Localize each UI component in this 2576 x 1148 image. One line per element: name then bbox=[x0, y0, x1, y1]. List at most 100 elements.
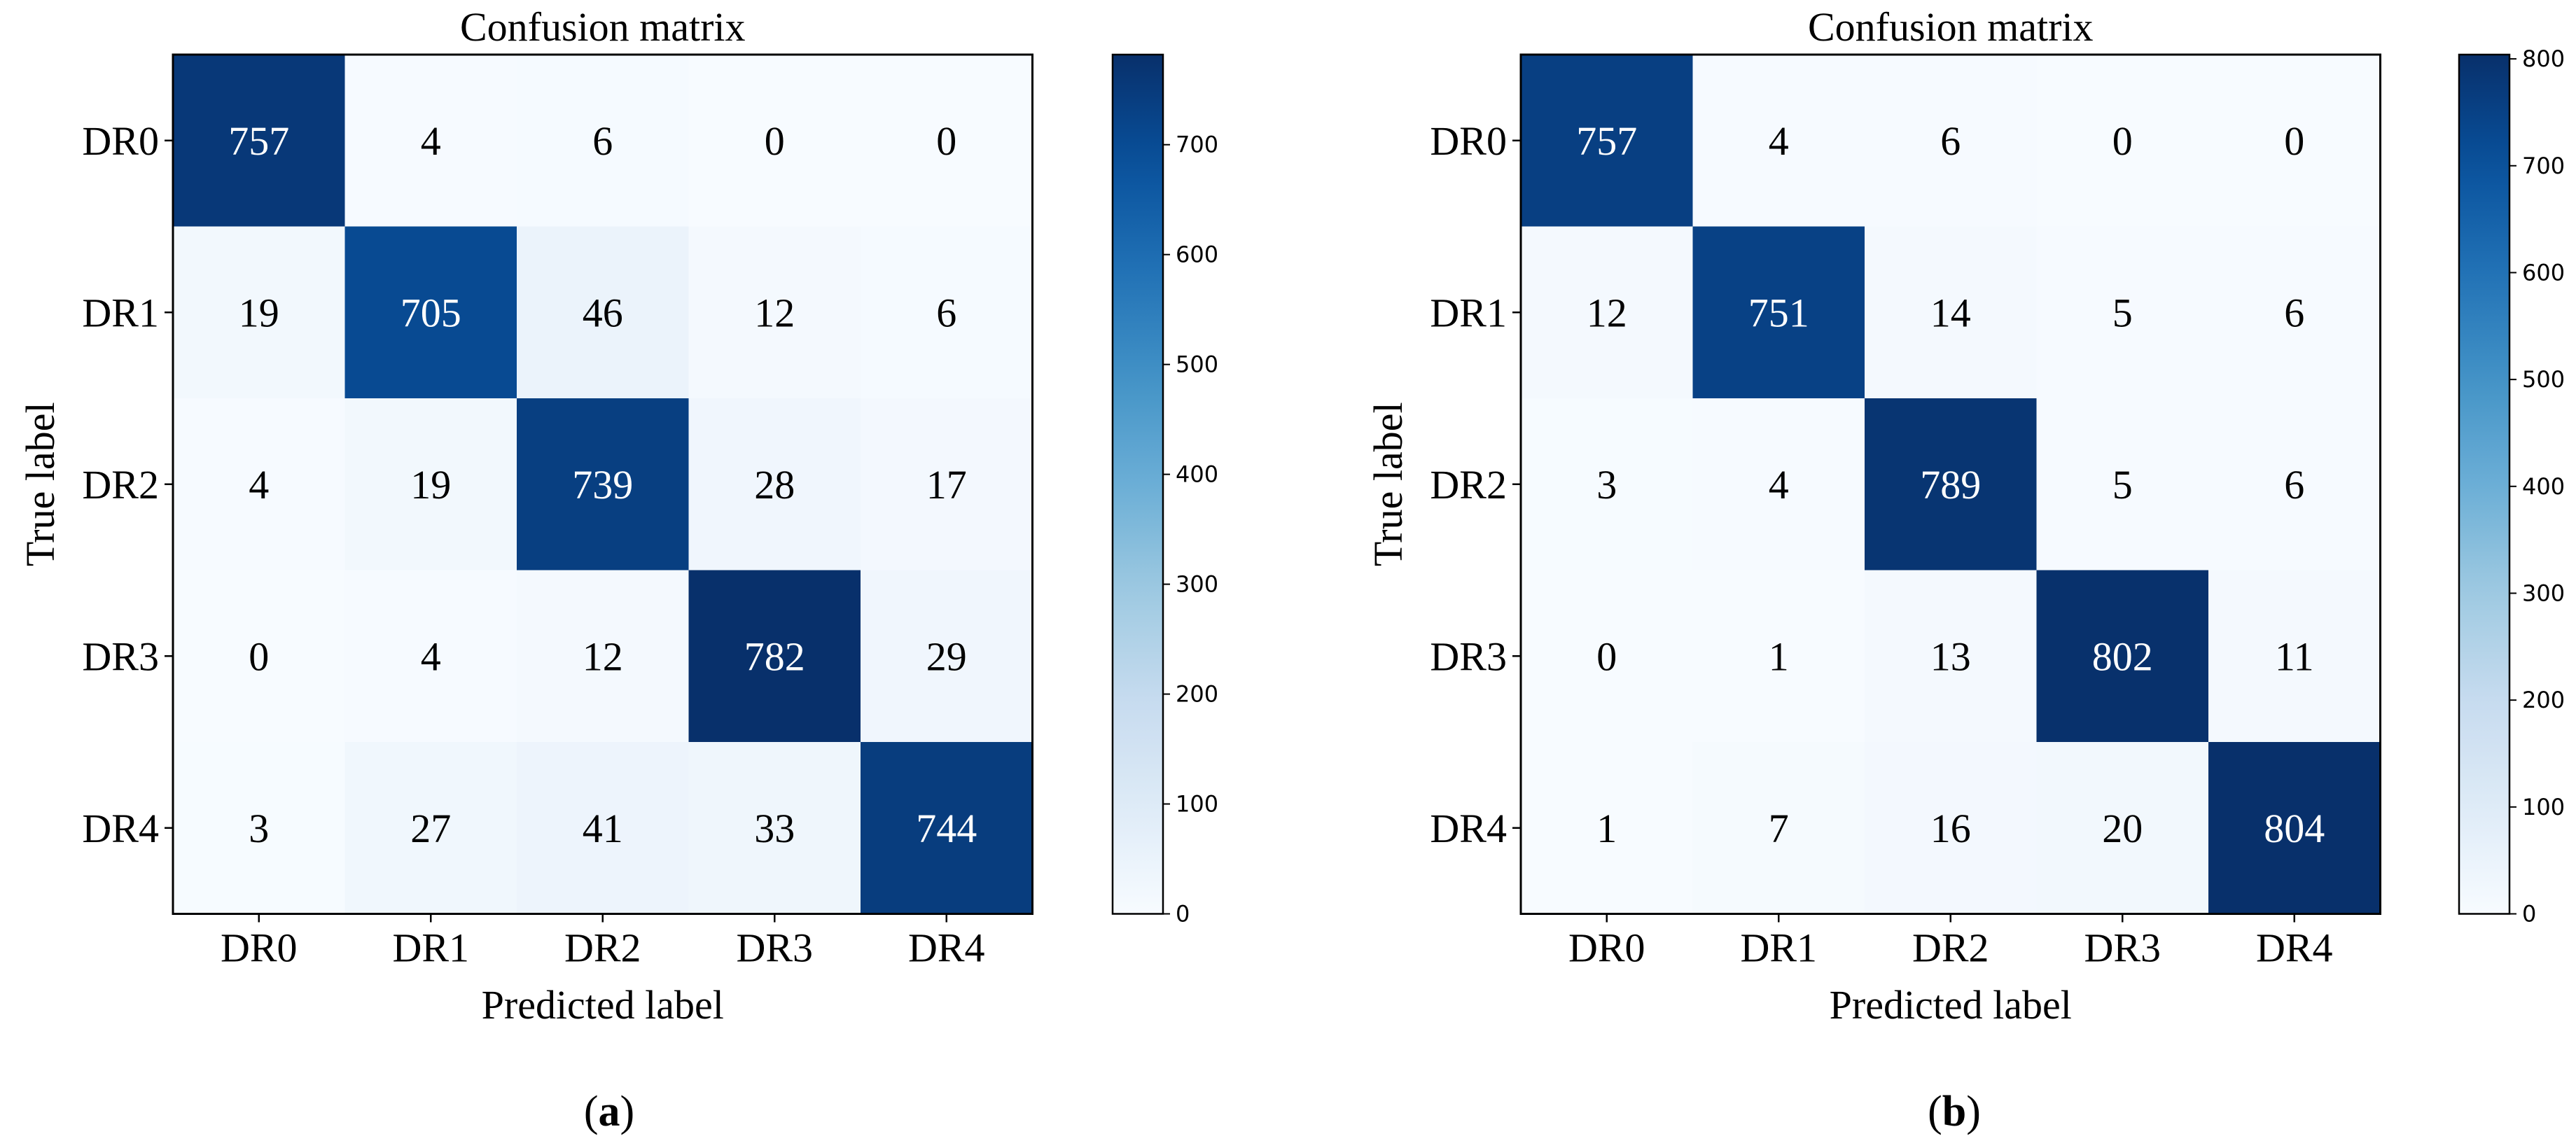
heatmap-cell bbox=[1521, 55, 1694, 227]
y-tick-label: DR4 bbox=[1430, 806, 1507, 851]
heatmap-cell bbox=[1692, 398, 1865, 571]
x-tick-label: DR0 bbox=[221, 925, 298, 971]
colorbar-tick-label: 400 bbox=[2522, 473, 2565, 500]
x-tick-label: DR4 bbox=[908, 925, 985, 971]
cell-value: 4 bbox=[1769, 462, 1789, 507]
heatmap-cell bbox=[2208, 398, 2381, 571]
cell-value: 6 bbox=[1940, 118, 1961, 164]
colorbar-tick-label: 600 bbox=[1176, 241, 1218, 268]
colorbar-tick-label: 700 bbox=[1176, 132, 1218, 158]
heatmap-cell bbox=[1692, 226, 1865, 399]
colorbar-tick-label: 300 bbox=[1176, 571, 1218, 598]
heatmap-cell bbox=[861, 55, 1033, 227]
colorbar-tick-label: 800 bbox=[2522, 46, 2565, 72]
cell-value: 802 bbox=[2092, 634, 2153, 679]
cell-value: 12 bbox=[754, 290, 795, 335]
heatmap-cell bbox=[1865, 570, 2038, 743]
cell-value: 0 bbox=[2284, 118, 2304, 164]
heatmap-cell bbox=[517, 226, 690, 399]
cell-value: 739 bbox=[572, 462, 633, 507]
colorbar-tick-label: 0 bbox=[2522, 901, 2536, 927]
heatmap-cell bbox=[517, 398, 690, 571]
y-tick-label: DR0 bbox=[82, 118, 159, 164]
cell-value: 29 bbox=[926, 634, 967, 679]
cell-value: 5 bbox=[2112, 290, 2133, 335]
cell-value: 0 bbox=[249, 634, 269, 679]
heatmap-cell bbox=[688, 570, 861, 743]
x-tick-label: DR2 bbox=[1912, 925, 1989, 971]
colorbar-tick-label: 600 bbox=[2522, 259, 2565, 286]
heatmap-cell bbox=[344, 55, 517, 227]
y-tick-label: DR1 bbox=[1430, 290, 1507, 335]
y-tick-label: DR3 bbox=[82, 634, 159, 679]
heatmap-cell bbox=[2208, 742, 2381, 915]
chart-title: Confusion matrix bbox=[1808, 4, 2094, 50]
heatmap-cell bbox=[344, 570, 517, 743]
caption-paren-open: ( bbox=[584, 1088, 599, 1135]
heatmap-cell bbox=[688, 742, 861, 915]
colorbar bbox=[1111, 53, 1164, 915]
panel-caption: (a) bbox=[584, 1088, 634, 1135]
cell-value: 4 bbox=[421, 634, 441, 679]
cell-value: 3 bbox=[249, 806, 269, 851]
heatmap-cell bbox=[688, 398, 861, 571]
x-tick-label: DR3 bbox=[736, 925, 813, 971]
y-tick-label: DR4 bbox=[82, 806, 159, 851]
colorbar-tick-label: 400 bbox=[1176, 461, 1218, 488]
colorbar-tick-label: 200 bbox=[2522, 687, 2565, 713]
x-tick-label: DR1 bbox=[1740, 925, 1817, 971]
heatmap-cell bbox=[1692, 742, 1865, 915]
y-axis-label: True label bbox=[1365, 402, 1411, 566]
cell-value: 14 bbox=[1930, 290, 1971, 335]
cell-value: 33 bbox=[754, 806, 795, 851]
colorbar-tick-label: 300 bbox=[2522, 580, 2565, 606]
heatmap-cell bbox=[173, 742, 346, 915]
heatmap-cell bbox=[1692, 570, 1865, 743]
panel-caption: (b) bbox=[1928, 1088, 1981, 1135]
heatmap-cell bbox=[2208, 55, 2381, 227]
heatmap-cell bbox=[2036, 742, 2209, 915]
heatmap-cell bbox=[861, 742, 1033, 915]
y-tick-label: DR0 bbox=[1430, 118, 1507, 164]
heatmap-cell bbox=[2036, 226, 2209, 399]
heatmap-cell bbox=[1521, 742, 1694, 915]
caption-letter: b bbox=[1942, 1088, 1966, 1135]
cell-value: 6 bbox=[2284, 290, 2304, 335]
heatmap-cell bbox=[688, 226, 861, 399]
heatmap-cell bbox=[517, 55, 690, 227]
heatmap-cell bbox=[517, 570, 690, 743]
x-axis-label: Predicted label bbox=[482, 982, 724, 1028]
cell-value: 11 bbox=[2275, 634, 2314, 679]
cell-value: 1 bbox=[1769, 634, 1789, 679]
cell-value: 20 bbox=[2102, 806, 2143, 851]
caption-paren-close: ) bbox=[1966, 1088, 1981, 1135]
cell-value: 751 bbox=[1748, 290, 1809, 335]
chart-title: Confusion matrix bbox=[460, 4, 746, 50]
cell-value: 6 bbox=[2284, 462, 2304, 507]
heatmap-cell bbox=[2036, 398, 2209, 571]
heatmap-cell bbox=[2208, 226, 2381, 399]
cell-value: 4 bbox=[1769, 118, 1789, 164]
cell-value: 757 bbox=[1576, 118, 1637, 164]
heatmap-cell bbox=[2208, 570, 2381, 743]
heatmap-cell bbox=[1865, 742, 2038, 915]
cell-value: 0 bbox=[765, 118, 785, 164]
cell-value: 5 bbox=[2112, 462, 2133, 507]
cell-value: 6 bbox=[936, 290, 956, 335]
cell-value: 27 bbox=[410, 806, 451, 851]
heatmap-cell bbox=[1865, 226, 2038, 399]
cell-value: 789 bbox=[1920, 462, 1981, 507]
cell-value: 804 bbox=[2264, 806, 2325, 851]
x-tick-label: DR3 bbox=[2084, 925, 2161, 971]
cell-value: 41 bbox=[583, 806, 623, 851]
heatmap-cell bbox=[2036, 570, 2209, 743]
cell-value: 7 bbox=[1769, 806, 1789, 851]
heatmap-cell bbox=[1521, 570, 1694, 743]
cell-value: 0 bbox=[2112, 118, 2133, 164]
cell-value: 13 bbox=[1930, 634, 1971, 679]
heatmap-cell bbox=[173, 55, 346, 227]
y-axis-label: True label bbox=[18, 402, 63, 566]
